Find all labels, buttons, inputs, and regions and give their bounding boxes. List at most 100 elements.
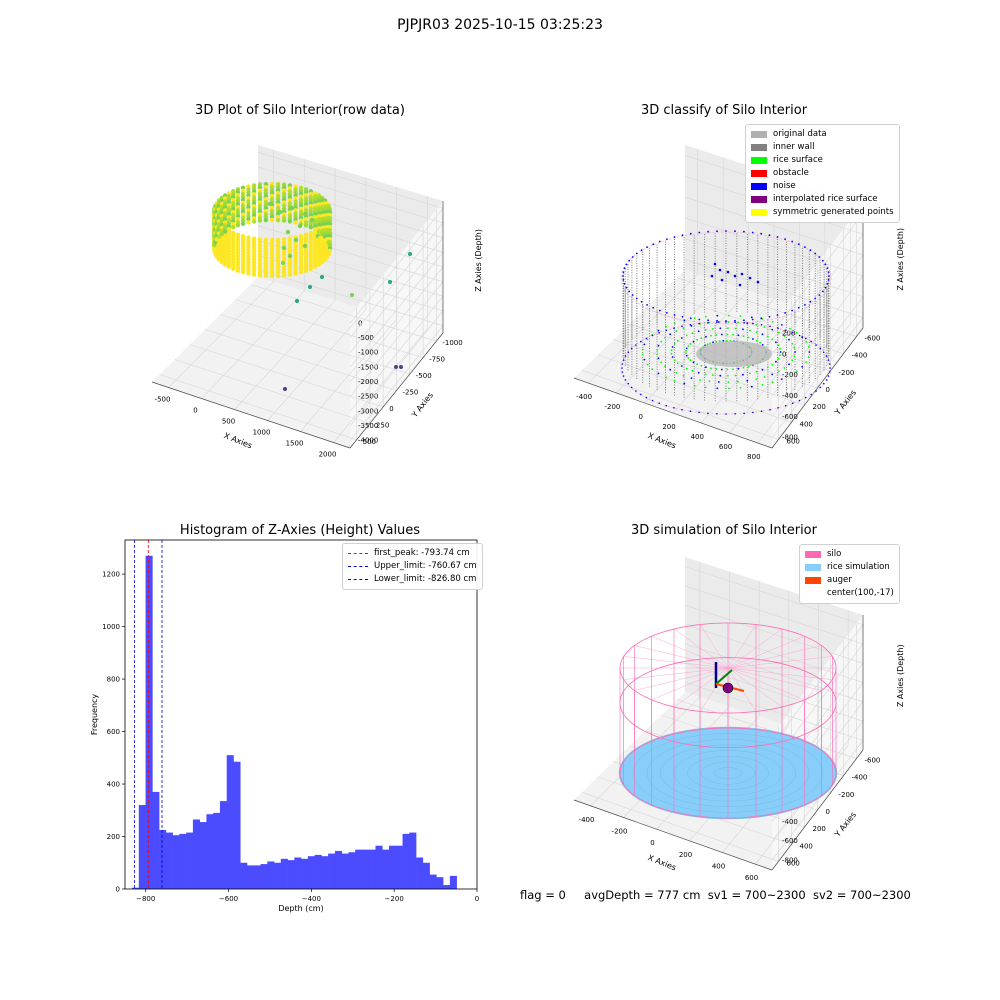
p1-y-tick-label: 500 bbox=[363, 438, 376, 446]
rice-surface-point bbox=[771, 373, 774, 376]
rice-surface-point bbox=[705, 366, 707, 369]
noise-rim-point bbox=[673, 327, 675, 330]
noise-rim-point bbox=[792, 332, 794, 334]
raw-point bbox=[269, 217, 275, 223]
noise-rim-point bbox=[658, 240, 661, 243]
rice-surface-point bbox=[676, 362, 679, 365]
noise-rim-point bbox=[658, 402, 660, 405]
p2-y-tick-label: -200 bbox=[839, 369, 855, 377]
raw-point bbox=[302, 211, 308, 217]
p4-x-axis-line bbox=[573, 799, 773, 871]
legend-line bbox=[348, 553, 368, 554]
silo-roof-spoke bbox=[634, 645, 729, 669]
raw-point bbox=[285, 229, 291, 235]
rice-surface-point bbox=[715, 340, 718, 343]
noise-rim-point bbox=[628, 290, 631, 293]
noise-rim-point bbox=[635, 390, 637, 392]
raw-outlier-point bbox=[350, 293, 354, 297]
noise-rim-point bbox=[743, 412, 745, 415]
rice-surface-point bbox=[689, 342, 692, 345]
p1-x-tick-label: 500 bbox=[222, 418, 235, 426]
noise-rim-point bbox=[814, 252, 817, 255]
rice-surface-point bbox=[777, 344, 780, 347]
legend-swatch bbox=[751, 170, 767, 177]
raw-point bbox=[281, 245, 287, 251]
p1-y-tick-label: 0 bbox=[389, 405, 393, 413]
noise-rim-point bbox=[645, 337, 648, 340]
histogram-bar bbox=[267, 861, 275, 889]
legend-swatch bbox=[751, 183, 767, 190]
noise-rim-point bbox=[827, 359, 830, 361]
noise-rim-point bbox=[752, 411, 754, 414]
histogram-frame bbox=[124, 539, 478, 890]
silo-top-ring bbox=[619, 622, 837, 714]
p2-x-tick-label: -200 bbox=[604, 403, 620, 411]
rice-surface-point bbox=[680, 337, 683, 339]
noise-rim-point bbox=[769, 408, 771, 411]
raw-point bbox=[222, 262, 228, 267]
noise-point bbox=[720, 278, 724, 282]
rice-surface-point bbox=[691, 332, 694, 335]
noise-rim-point bbox=[665, 404, 668, 407]
rice-surface-point bbox=[711, 328, 714, 330]
rice-surface-point bbox=[716, 314, 719, 317]
p1-x-tick-label: 0 bbox=[193, 407, 197, 415]
raw-point bbox=[320, 259, 325, 265]
histogram-bar bbox=[334, 850, 342, 889]
noise-rim-point bbox=[658, 332, 660, 334]
rice-surface-point bbox=[685, 352, 687, 355]
auger-y-arrow bbox=[715, 669, 733, 685]
rice-surface-point bbox=[710, 334, 712, 337]
noise-rim-point bbox=[716, 319, 718, 322]
legend-entry: obstacle bbox=[751, 167, 894, 180]
rice-surface-point bbox=[697, 330, 700, 333]
original-data-cluster bbox=[696, 341, 772, 367]
rice-surface-point bbox=[805, 341, 808, 343]
noise-rim-point bbox=[665, 329, 668, 332]
legend-entry: Upper_limit: -760.67 cm bbox=[348, 560, 477, 573]
noise-rim-point bbox=[716, 230, 718, 233]
auger-center-marker bbox=[722, 682, 734, 694]
noise-rim-point bbox=[777, 327, 779, 330]
rice-surface-point bbox=[742, 328, 744, 331]
raw-point bbox=[235, 223, 241, 228]
p2-x-tick-label: 600 bbox=[719, 443, 732, 451]
raw-point bbox=[267, 201, 273, 207]
p2-x-tick-label: 400 bbox=[691, 433, 704, 441]
p1-grid-y bbox=[204, 329, 397, 391]
rice-surface-point bbox=[728, 387, 730, 390]
raw-outlier-point bbox=[295, 299, 299, 303]
p4-y-tick-label: -400 bbox=[852, 774, 868, 782]
p1-y-tick-label: -1000 bbox=[442, 339, 462, 347]
p2-z-tick-label: 200 bbox=[782, 329, 795, 337]
raw-point bbox=[275, 218, 281, 223]
rice-surface-point bbox=[783, 367, 786, 369]
rice-surface-point bbox=[791, 359, 794, 362]
rice-surface-point bbox=[673, 342, 676, 345]
noise-rim-point bbox=[707, 319, 709, 322]
histogram-bar bbox=[402, 833, 410, 889]
noise-rim-point bbox=[784, 312, 786, 314]
panel1-title: 3D Plot of Silo Interior(row data) bbox=[195, 103, 405, 118]
rice-surface-point bbox=[761, 383, 764, 386]
noise-rim-point bbox=[768, 234, 771, 237]
p2-x-axis-line bbox=[573, 377, 773, 449]
noise-rim-point bbox=[651, 399, 654, 402]
p2-x-tick-label: 0 bbox=[638, 413, 642, 421]
raw-point bbox=[312, 227, 318, 232]
noise-rim-point bbox=[725, 230, 727, 232]
rice-surface-point bbox=[704, 373, 707, 375]
raw-point bbox=[251, 219, 257, 224]
noise-rim-point bbox=[689, 410, 692, 413]
noise-rim-point bbox=[640, 340, 642, 343]
rice-surface-point bbox=[710, 367, 712, 370]
histogram-bar bbox=[145, 555, 153, 889]
raw-point bbox=[216, 234, 222, 239]
raw-point bbox=[309, 217, 315, 223]
silo-roof-spoke bbox=[634, 667, 729, 691]
p1-z-axis-label: Z Axies (Depth) bbox=[474, 229, 483, 292]
raw-point bbox=[316, 229, 322, 234]
rice-surface-point bbox=[777, 357, 780, 360]
p4-y-tick-label: 200 bbox=[813, 825, 826, 833]
raw-point bbox=[226, 227, 232, 232]
